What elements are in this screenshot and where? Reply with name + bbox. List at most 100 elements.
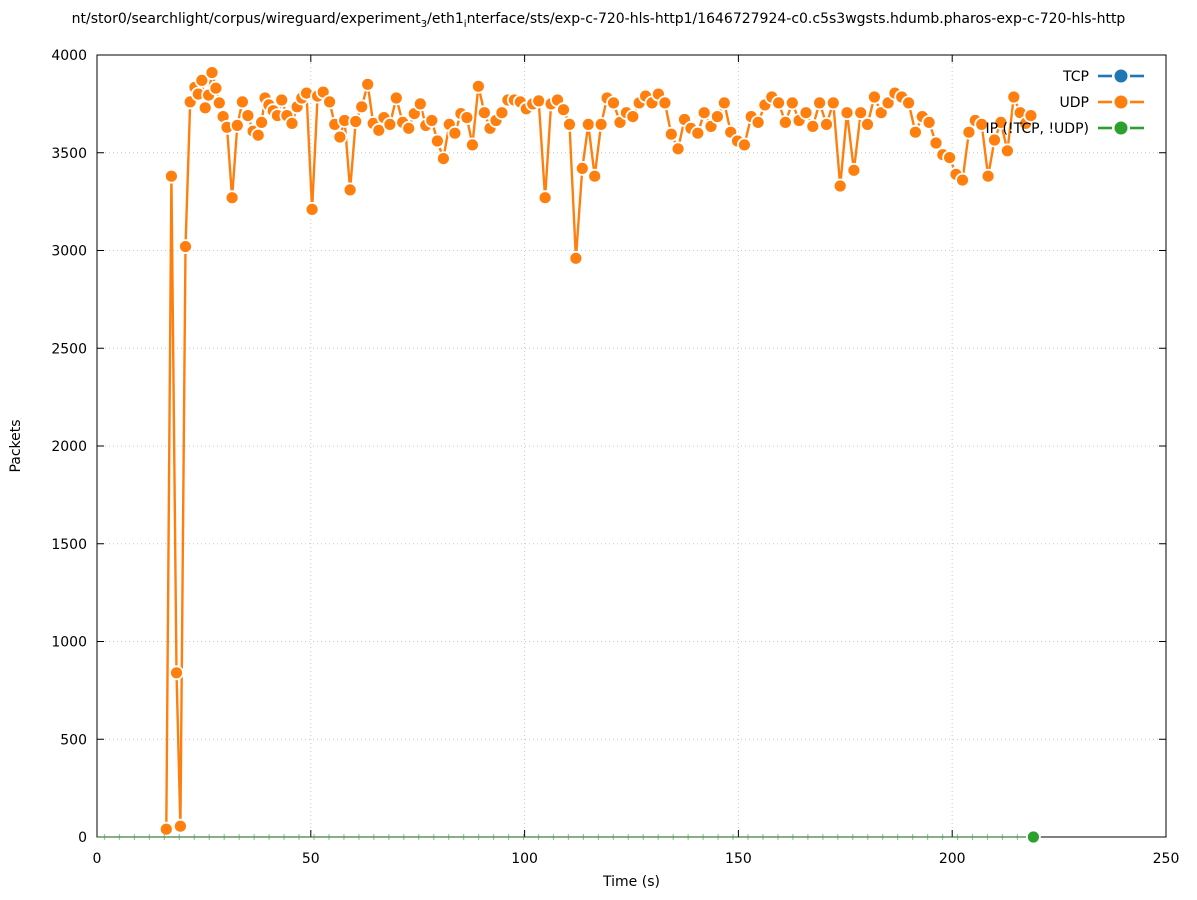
series-point-udp: [574, 160, 590, 176]
series-point-udp: [178, 239, 193, 255]
series-point-udp: [860, 117, 875, 132]
series-point-udp: [204, 65, 220, 80]
series-point-udp: [197, 100, 213, 116]
series-point-udp: [819, 117, 834, 132]
series-point-udp: [169, 665, 184, 681]
series-point-udp: [354, 99, 370, 115]
x-tick-label: 50: [302, 851, 320, 867]
series-point-udp: [464, 137, 480, 153]
chart-title: nt/stor0/searchlight/corpus/wireguard/ex…: [0, 10, 1197, 34]
series-point-udp: [470, 78, 486, 94]
series-point-udp: [412, 96, 428, 112]
y-tick-label: 4000: [51, 48, 87, 64]
series-point-udp: [476, 105, 492, 121]
legend-label-ip-tcp-udp-: IP (!TCP, !UDP): [986, 121, 1090, 137]
series-point-udp: [250, 127, 266, 143]
series-point-udp: [224, 190, 240, 206]
series-point-udp: [568, 250, 584, 266]
title-text: nterface/sts/exp-c-720-hls-http1/1646727…: [466, 11, 1126, 27]
series-point-udp: [447, 125, 463, 141]
series-point-udp: [737, 137, 752, 153]
series-point-udp: [625, 109, 641, 124]
title-subscript: i: [463, 19, 467, 30]
series-point-udp: [435, 151, 451, 167]
series-point-udp: [901, 95, 916, 111]
series-point-udp: [158, 821, 174, 837]
y-tick-label: 1500: [51, 537, 87, 553]
title-subscript: 3: [420, 19, 428, 30]
x-tick-label: 0: [93, 851, 102, 867]
legend-sample-point: [1114, 69, 1128, 83]
x-tick-label: 200: [939, 851, 966, 867]
y-tick-label: 2500: [51, 341, 87, 357]
series-point-udp: [839, 105, 855, 121]
series-point-udp: [211, 95, 227, 111]
series-point-udp: [784, 95, 800, 111]
series-point-udp: [987, 132, 1002, 148]
y-tick-label: 2000: [51, 439, 87, 455]
legend-sample-point: [1114, 121, 1128, 135]
series-point-udp: [234, 94, 250, 110]
series-point-udp: [805, 119, 821, 134]
y-tick-label: 3500: [51, 146, 87, 162]
x-axis-label: Time (s): [602, 874, 660, 890]
y-axis-label: Packets: [8, 419, 24, 472]
series-point-udp: [798, 105, 814, 121]
series-point-udp: [750, 115, 766, 130]
series-point-udp: [424, 113, 440, 128]
x-tick-label: 250: [1153, 851, 1180, 867]
series-point-udp: [980, 168, 996, 184]
series-point-udp: [710, 109, 725, 124]
series-point-udp: [348, 114, 364, 129]
series-point-udp: [961, 124, 977, 140]
series-point-udp: [670, 141, 686, 157]
series-point-udp: [593, 117, 609, 132]
series-point-udp: [494, 105, 510, 121]
series-point-udp: [580, 117, 596, 132]
series-point-udp: [284, 116, 300, 131]
series-point-udp: [812, 95, 827, 111]
title-text: nt/stor0/searchlight/corpus/wireguard/ex…: [71, 11, 421, 27]
series-point-udp: [274, 92, 290, 108]
series-point-udp: [429, 133, 445, 149]
series-point-udp: [304, 201, 320, 217]
series-point-udp: [908, 124, 923, 140]
series-point-udp: [163, 168, 179, 184]
series-point-udp: [771, 95, 786, 111]
series-point-udp: [867, 89, 882, 105]
series-point-udp: [229, 118, 245, 133]
legend-label-udp: UDP: [1060, 95, 1089, 111]
legend-sample-point: [1114, 95, 1128, 109]
series-point-udp: [696, 105, 712, 121]
series-point-udp: [401, 120, 417, 136]
x-tick-label: 150: [725, 851, 752, 867]
series-point-udp: [388, 90, 404, 106]
y-tick-label: 3000: [51, 244, 87, 260]
series-point-udp: [873, 105, 889, 121]
series-point-ip-tcp-udp-: [1026, 829, 1041, 845]
series-point-udp: [322, 94, 338, 110]
series-point-udp: [778, 115, 793, 130]
series-point-udp: [240, 108, 256, 123]
series-point-udp: [832, 178, 848, 194]
series-point-udp: [853, 105, 869, 121]
series-point-udp: [663, 126, 679, 142]
series-point-udp: [955, 172, 970, 188]
y-tick-label: 0: [78, 830, 87, 846]
series-point-udp: [531, 93, 547, 109]
series-point-udp: [974, 117, 990, 132]
series-point-udp: [371, 122, 387, 138]
series-point-udp: [942, 150, 957, 166]
series-point-udp: [459, 110, 475, 125]
series-point-udp: [556, 102, 571, 118]
title-text: /eth1: [427, 11, 464, 27]
legend-label-tcp: TCP: [1062, 69, 1089, 85]
series-point-udp: [360, 76, 376, 92]
series-point-udp: [880, 95, 896, 111]
series-point-udp: [562, 117, 577, 132]
series-point-udp: [716, 95, 732, 111]
series-point-udp: [254, 115, 270, 130]
series-line-udp: [165, 71, 1032, 830]
